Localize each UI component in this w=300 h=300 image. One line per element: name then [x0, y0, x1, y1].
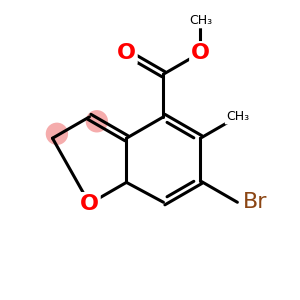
Circle shape [85, 110, 108, 133]
Text: O: O [80, 194, 99, 214]
Circle shape [46, 123, 68, 145]
Text: O: O [191, 43, 210, 63]
Text: CH₃: CH₃ [189, 14, 212, 27]
Text: O: O [117, 43, 136, 63]
Text: CH₃: CH₃ [226, 110, 249, 123]
Text: Br: Br [243, 192, 268, 212]
